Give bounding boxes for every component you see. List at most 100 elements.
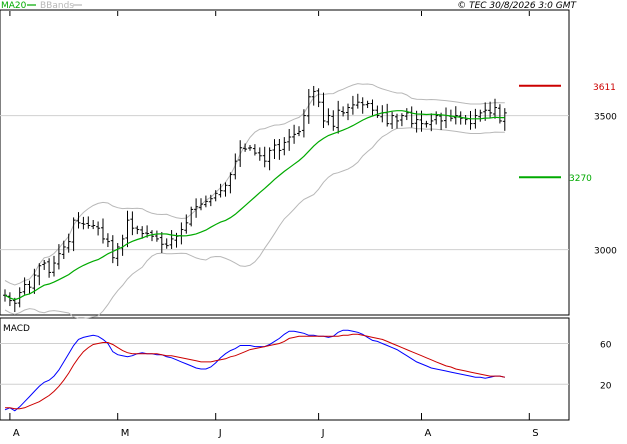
ohlc-bar — [404, 108, 409, 121]
ohlc-bar — [306, 89, 311, 124]
ohlc-bar — [277, 139, 282, 160]
ohlc-bar — [140, 226, 145, 239]
ohlc-bar — [243, 143, 248, 152]
ohlc-bar — [262, 146, 267, 168]
ohlc-bar — [76, 212, 81, 229]
ohlc-bar — [169, 230, 174, 249]
ohlc-bar — [189, 206, 194, 227]
ohlc-bar — [375, 105, 380, 118]
ohlc-bar — [248, 144, 252, 151]
ohlc-bar — [355, 93, 360, 109]
ohlc-bar — [86, 216, 91, 229]
legend-ma20: MA20 — [1, 1, 27, 11]
macd-lines — [4, 329, 505, 412]
ohlc-bar — [61, 240, 66, 260]
macd-panel — [0, 317, 570, 421]
ohlc-bar — [218, 183, 223, 198]
ohlc-bar — [130, 211, 135, 236]
ohlc-bar — [91, 219, 96, 230]
level-markers: 3611 3270 — [519, 83, 616, 184]
ohlc-bar — [478, 109, 483, 122]
macd-series-line — [4, 329, 505, 412]
x-tick-label: M — [121, 428, 130, 439]
macd-gridlines — [0, 342, 569, 385]
ohlc-bar — [27, 280, 32, 295]
ohlc-bar — [154, 230, 159, 242]
ohlc-bar — [399, 113, 404, 127]
ohlc-bar — [233, 153, 238, 180]
ohlc-bar — [390, 111, 395, 129]
ohlc-bars — [3, 85, 507, 313]
level-label: 3270 — [569, 174, 592, 184]
price-tick-label: 3000 — [594, 247, 617, 257]
ohlc-bar — [311, 85, 316, 106]
ohlc-bar — [439, 112, 444, 130]
ohlc-bar — [272, 139, 277, 159]
ohlc-bar — [184, 214, 189, 234]
x-tick-label: J — [218, 428, 222, 439]
x-tick-label: J — [321, 428, 325, 439]
ohlc-bar — [194, 198, 199, 218]
ohlc-bar — [199, 198, 203, 211]
x-tick-label: A — [13, 428, 20, 439]
copyright-text: © TEC 30/8/2026 3:0 GMT — [457, 1, 577, 11]
ohlc-bar — [341, 106, 346, 117]
ohlc-bar — [316, 88, 321, 108]
price-gridlines — [0, 115, 569, 251]
ohlc-bar — [287, 128, 292, 151]
ohlc-bar — [7, 292, 12, 307]
ohlc-bar — [42, 260, 47, 270]
ohlc-bar — [321, 92, 326, 129]
ohlc-bar — [395, 113, 399, 129]
ohlc-bar — [453, 106, 458, 125]
ohlc-bar — [135, 225, 140, 235]
ohlc-bar — [292, 124, 297, 144]
ohlc-bar — [493, 98, 497, 119]
ohlc-bar — [252, 144, 257, 156]
ohlc-bar — [71, 217, 76, 252]
bband-upper — [4, 83, 505, 286]
level-marker: 3270 — [519, 174, 592, 184]
ohlc-bar — [458, 111, 463, 125]
ohlc-bar — [66, 233, 71, 253]
ohlc-bar — [497, 104, 502, 124]
ohlc-bar — [267, 147, 272, 171]
macd-tick-label: 60 — [600, 340, 612, 350]
macd-tick-label: 20 — [600, 381, 612, 391]
macd-title: MACD — [3, 324, 30, 334]
price-tick-label: 3500 — [594, 113, 617, 123]
ohlc-bar — [22, 277, 27, 295]
ohlc-bar — [326, 108, 331, 126]
macd-series-line — [5, 333, 505, 410]
ohlc-bar — [297, 126, 301, 137]
ohlc-bar — [213, 190, 218, 202]
ohlc-bar — [110, 235, 115, 264]
ohlc-bar — [52, 255, 56, 277]
ohlc-bar — [365, 100, 370, 109]
ohlc-bar — [370, 99, 375, 116]
x-tick-label: A — [425, 428, 432, 439]
ohlc-bar — [350, 95, 355, 115]
ohlc-bar — [203, 195, 208, 208]
ohlc-bar — [502, 108, 507, 131]
ma20-line-group — [4, 110, 505, 301]
ma20-line — [4, 110, 505, 301]
ohlc-bar — [434, 111, 439, 125]
ohlc-bar — [282, 137, 287, 156]
ohlc-bar — [32, 268, 37, 294]
legend-bbands: BBands — [40, 1, 74, 11]
ohlc-bar — [56, 244, 61, 270]
ohlc-bar — [159, 232, 164, 253]
x-tick-label: S — [532, 428, 538, 439]
ohlc-bar — [81, 216, 86, 230]
level-marker: 3611 — [519, 83, 616, 93]
ohlc-bar — [96, 221, 101, 236]
ohlc-bar — [336, 100, 341, 134]
y-axis-labels: 3000 3500 60 20 — [594, 113, 617, 392]
ohlc-bar — [164, 238, 169, 249]
ohlc-bar — [346, 103, 350, 121]
ohlc-bar — [257, 147, 262, 161]
ohlc-bar — [301, 109, 306, 138]
